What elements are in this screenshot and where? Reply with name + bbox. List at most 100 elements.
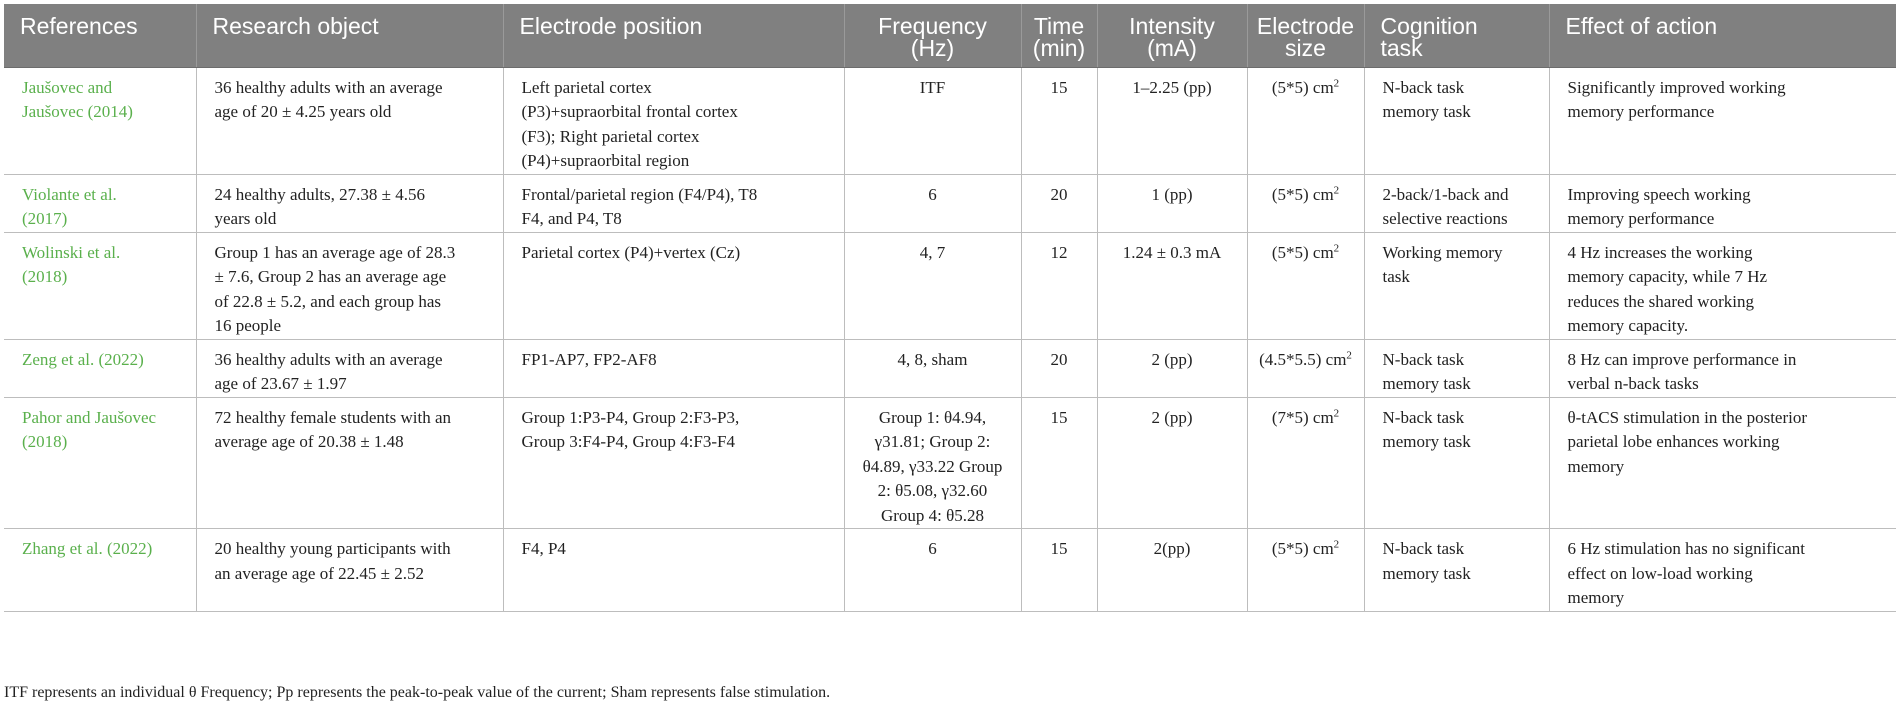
reference-link[interactable]: Pahor and Jaušovec (2018) [4,397,197,529]
cell-effect-of-action: Improving speech working memory performan… [1549,174,1896,233]
table-row: Zeng et al. (2022) 36 healthy adults wit… [4,339,1896,398]
cell-text-line: Group 1:P3-P4, Group 2:F3-P3, [521,407,740,427]
cell-electrode-position: Frontal/parietal region (F4/P4), T8 F4, a… [503,174,845,233]
cell-text-line: θ4.89, γ33.22 Group [862,456,1003,476]
cell-cognition-task: N-back task memory task [1364,397,1550,529]
cell-intensity: 1–2.25 (pp) [1097,67,1248,175]
cell-text-line: (P3)+supraorbital frontal cortex [521,102,738,121]
cell-electrode-position: Parietal cortex (P4)+vertex (Cz) [503,232,845,340]
cell-text-line: Pahor and Jaušovec [22,407,157,427]
cell-text-line: Electrode [1256,13,1355,39]
cell-text-line: of 22.8 ± 5.2, and each group has [214,291,442,311]
cell-text-line: (2018) [22,267,68,286]
cell-text-line: θ-tACS stimulation in the posterior [1567,407,1808,427]
cell-text-line: memory [1567,456,1625,476]
header-frequency: Frequency (Hz) [844,4,1022,68]
cell-text-line: 36 healthy adults with an average [214,77,443,97]
cell-text-line: 24 healthy adults, 27.38 ± 4.56 [214,184,425,204]
cell-text-line: memory task [1382,563,1471,583]
cell-text-line: Left parietal cortex [521,77,652,97]
cell-intensity: 1 (pp) [1097,174,1248,233]
cell-text-line: selective reactions [1382,209,1508,228]
cell-text-line: Frontal/parietal region (F4/P4), T8 [521,184,758,204]
table-row: Jaušovec and Jaušovec (2014) 36 healthy a… [4,67,1896,175]
cell-frequency: 4, 8, sham [844,339,1022,398]
cell-electrode-size: (5*5) cm2 [1247,67,1365,175]
reference-link[interactable]: Wolinski et al. (2018) [4,232,197,340]
cell-text-line: 6 Hz stimulation has no significant [1567,539,1806,558]
cell-effect-of-action: θ-tACS stimulation in the posterior parie… [1549,397,1896,529]
cell-text-line: (P4)+supraorbital region [521,151,690,170]
cell-text-line: Group 1 has an average age of 28.3 [214,242,456,262]
cell-text-line: N-back task [1382,407,1465,427]
cell-research-object: 20 healthy young participants with an ave… [196,528,504,612]
cell-text-line: ITF [919,77,946,97]
reference-link[interactable]: Violante et al. (2017) [4,174,197,233]
cell-intensity: 2(pp) [1097,528,1248,612]
cell-effect-of-action: 8 Hz can improve performance in verbal n-… [1549,339,1896,398]
header-references: References [4,4,197,68]
cell-time: 20 [1021,339,1098,398]
cell-text-line: Wolinski et al. [22,242,121,262]
header-time: Time (min) [1021,4,1098,68]
cell-text-line: task [1380,35,1423,61]
table-header-row: References Research object Electrode pos… [4,4,1896,68]
cell-text-line: 4, 7 [919,242,946,262]
cell-electrode-size: (4.5*5.5) cm2 [1247,339,1365,398]
cell-electrode-size: (5*5) cm2 [1247,232,1365,340]
cell-text-line: Jaušovec and [22,77,113,97]
cell-electrode-position: FP1-AP7, FP2-AF8 [503,339,845,398]
cell-text-line: 36 healthy adults with an average [214,349,443,369]
cell-time: 20 [1021,174,1098,233]
cell-text-line: size [1285,35,1326,61]
cell-electrode-position: Group 1:P3-P4, Group 2:F3-P3, Group 3:F4-… [503,397,845,529]
cell-cognition-task: Working memory task [1364,232,1550,340]
cell-text-line: an average age of 22.45 ± 2.52 [214,563,424,583]
cell-text-line: memory [1567,588,1625,607]
cell-text-line: Group 1: θ4.94, [878,407,987,427]
cell-text-line: age of 23.67 ± 1.97 [214,374,347,393]
cell-text-line: memory performance [1567,102,1715,121]
cell-text-line: age of 20 ± 4.25 years old [214,102,392,121]
cell-intensity: 2 (pp) [1097,397,1248,529]
cell-text-line: 6 [928,184,937,204]
cell-text-line: memory capacity, while 7 Hz [1567,267,1768,286]
cell-text-line: (2017) [22,209,68,228]
cell-text-line: Group 3:F4-P4, Group 4:F3-F4 [521,432,735,451]
header-research-object: Research object [196,4,504,68]
cell-text-line: memory task [1382,374,1471,393]
cell-text-line: memory task [1382,102,1471,121]
cell-text-line: effect on low-load working [1567,563,1753,583]
reference-link[interactable]: Zeng et al. (2022) [4,339,197,398]
cell-cognition-task: N-back task memory task [1364,339,1550,398]
cell-electrode-size: (7*5) cm2 [1247,397,1365,529]
cell-text-line: (mA) [1147,35,1197,61]
header-effect-of-action: Effect of action [1549,4,1896,68]
cell-frequency: Group 1: θ4.94, γ31.81; Group 2: θ4.89, γ3… [844,397,1022,529]
reference-link[interactable]: Jaušovec and Jaušovec (2014) [4,67,197,175]
cell-effect-of-action: Significantly improved working memory per… [1549,67,1896,175]
cell-research-object: 72 healthy female students with an averag… [196,397,504,529]
cell-text-line: Working memory [1382,242,1503,262]
cell-research-object: Group 1 has an average age of 28.3 ± 7.6,… [196,232,504,340]
table-footnote: ITF represents an individual θ Frequency… [4,684,831,701]
cell-text-line: Cognition [1380,13,1478,39]
cell-electrode-size: (5*5) cm2 [1247,528,1365,612]
cell-text-line: Group 4: θ5.28 [880,505,985,525]
cell-cognition-task: 2-back/1-back and selective reactions [1364,174,1550,233]
cell-text-line: 16 people [214,316,282,335]
cell-text-line: 4 Hz increases the working [1567,242,1753,262]
cell-text-line: (Hz) [910,35,955,61]
cell-text-line: N-back task [1382,77,1465,97]
cell-research-object: 36 healthy adults with an average age of … [196,339,504,398]
cell-text-line: Zhang et al. (2022) [22,539,153,558]
cell-text-line: (min) [1032,35,1086,61]
cell-time: 15 [1021,528,1098,612]
reference-link[interactable]: Zhang et al. (2022) [4,528,197,612]
cell-text-line: memory task [1382,432,1471,451]
cell-research-object: 24 healthy adults, 27.38 ± 4.56 years old [196,174,504,233]
cell-frequency: ITF [844,67,1022,175]
cell-text-line: Frequency [878,13,987,39]
cell-text-line: γ31.81; Group 2: [874,432,991,451]
cell-text-line: Improving speech working [1567,184,1751,204]
